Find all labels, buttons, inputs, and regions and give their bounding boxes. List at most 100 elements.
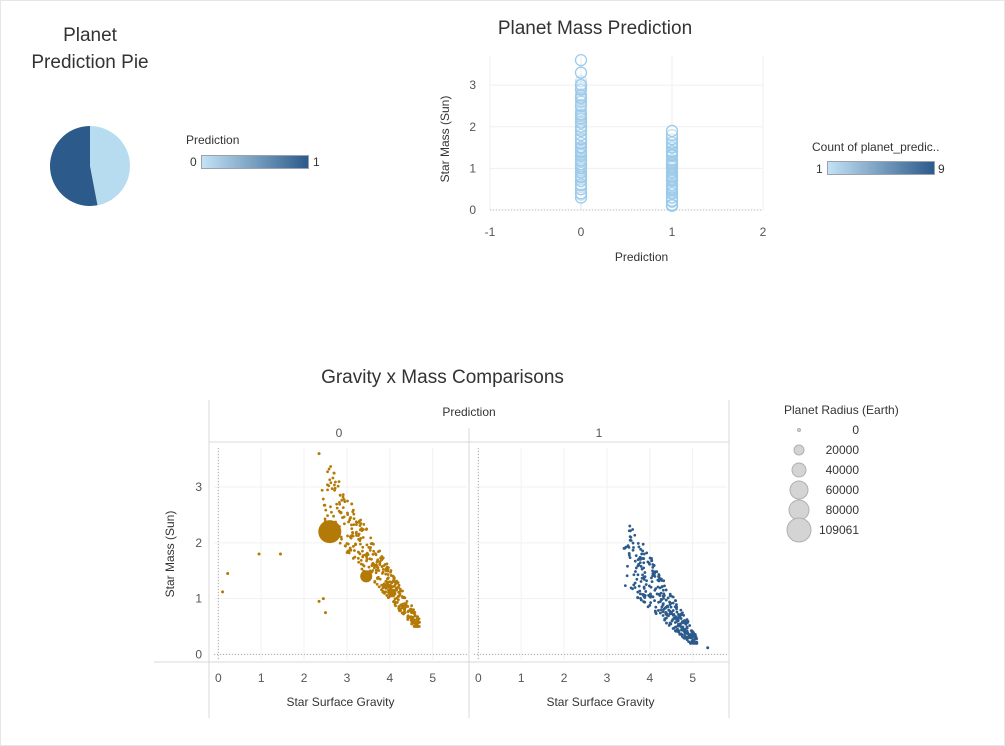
facet-point-1 <box>688 624 692 627</box>
facet-point-1 <box>654 612 658 616</box>
facet-point-1 <box>692 641 696 645</box>
facet-point-1 <box>694 635 698 638</box>
facet-outlier-0 <box>317 452 321 456</box>
facet-point-0 <box>349 536 353 540</box>
facet-point-1 <box>649 601 653 605</box>
facet-point-1 <box>634 566 638 570</box>
facet-point-0 <box>330 510 333 514</box>
facet-point-0 <box>382 582 386 586</box>
facet-point-1 <box>669 605 673 609</box>
facet-point-1 <box>661 588 665 592</box>
facet-point-0 <box>335 506 339 510</box>
facet-point-0 <box>357 534 360 537</box>
facet-outlier-0 <box>323 611 327 615</box>
facet-point-0 <box>346 542 350 546</box>
facet-point-0 <box>402 605 406 608</box>
facet-point-1 <box>626 564 629 568</box>
facet-point-1 <box>682 627 685 631</box>
facet-point-1 <box>636 596 639 599</box>
size-legend-marker <box>793 444 805 456</box>
scatter-point-pred-1 <box>666 194 678 207</box>
facet-point-1 <box>649 595 652 599</box>
facet-point-1 <box>671 627 675 630</box>
scatter-point-pred-0 <box>575 165 587 178</box>
facet-point-0 <box>359 558 363 562</box>
facet-point-0 <box>358 528 362 532</box>
scatter-point-pred-0 <box>574 54 588 67</box>
scatter-y-axis-label: Star Mass (Sun) <box>438 96 452 183</box>
facet-x-axis-label: Star Surface Gravity <box>546 695 654 709</box>
facet-point-1 <box>671 618 675 622</box>
facet-point-0 <box>378 561 382 565</box>
facet-point-1 <box>641 573 645 577</box>
facet-x-tick-label: 3 <box>604 671 611 685</box>
gravity-mass-facet-chart[interactable]: Prediction 0 1 0 1 2 3 Star Mass (Sun) 0 1 2 3 4 5 Sta… <box>150 400 740 725</box>
facet-point-1 <box>656 578 660 582</box>
facet-point-1 <box>650 576 653 580</box>
facet-point-0 <box>410 604 414 608</box>
facet-point-1 <box>636 558 640 561</box>
facet-point-1 <box>643 596 647 600</box>
facet-x-tick-label: 1 <box>258 671 265 685</box>
facet-point-1 <box>664 598 668 602</box>
facet-point-1 <box>629 586 633 590</box>
facet-point-0 <box>352 517 356 521</box>
pie-chart[interactable] <box>40 116 140 216</box>
facet-x-tick-label: 5 <box>429 671 436 685</box>
facet-point-1 <box>651 574 655 578</box>
facet-point-0 <box>398 587 402 591</box>
facet-point-0 <box>358 524 362 527</box>
facet-point-0 <box>392 585 395 588</box>
facet-point-1 <box>668 592 672 596</box>
facet-outlier-0 <box>221 590 225 594</box>
facet-point-1 <box>628 524 632 528</box>
scatter-point-pred-0 <box>575 122 587 135</box>
facet-point-1 <box>656 585 660 589</box>
facet-large-point-0 <box>387 588 397 598</box>
facet-point-1 <box>661 594 665 598</box>
facet-point-0 <box>380 583 384 587</box>
facet-point-1 <box>641 542 645 546</box>
facet-point-1 <box>684 635 687 638</box>
prediction-scatter-chart[interactable]: -1 0 1 2 0 1 2 3 Prediction Star Mass (Sun) <box>430 50 780 270</box>
facet-point-0 <box>362 522 366 526</box>
facet-point-1 <box>629 535 633 539</box>
facet-point-0 <box>368 557 372 561</box>
scatter-point-pred-0 <box>575 106 587 119</box>
facet-point-1 <box>673 621 677 624</box>
scatter-point-pred-0 <box>575 128 587 141</box>
facet-point-0 <box>352 544 355 548</box>
facet-point-1 <box>675 629 679 633</box>
facet-point-1 <box>693 633 697 636</box>
facet-point-1 <box>662 607 666 611</box>
facet-point-0 <box>339 511 343 515</box>
facet-point-0 <box>351 510 355 514</box>
facet-point-1 <box>651 566 655 569</box>
facet-point-0 <box>329 481 333 485</box>
facet-point-0 <box>413 621 416 624</box>
facet-header-0: 0 <box>336 426 343 440</box>
facet-point-0 <box>337 509 341 513</box>
facet-point-0 <box>401 589 404 593</box>
facet-outlier-1 <box>622 546 626 550</box>
facet-point-0 <box>361 536 365 539</box>
facet-point-0 <box>354 542 357 546</box>
scatter-point-pred-0 <box>575 89 587 102</box>
facet-point-1 <box>665 613 669 617</box>
facet-point-0 <box>410 611 414 614</box>
facet-point-1 <box>661 603 665 607</box>
facet-point-0 <box>385 582 389 586</box>
scatter-legend-gradient <box>827 161 935 175</box>
scatter-point-pred-0 <box>575 75 587 88</box>
facet-point-1 <box>623 584 627 588</box>
facet-point-0 <box>365 543 369 547</box>
size-legend-label: 40000 <box>826 463 860 477</box>
facet-point-0 <box>403 596 407 600</box>
facet-point-1 <box>660 585 664 589</box>
facet-point-0 <box>365 559 368 563</box>
facet-point-1 <box>639 580 643 583</box>
facet-point-0 <box>386 565 390 569</box>
facet-point-0 <box>385 580 389 584</box>
facet-large-point-0 <box>318 520 342 544</box>
scatter-y-tick-label: 2 <box>469 120 476 134</box>
